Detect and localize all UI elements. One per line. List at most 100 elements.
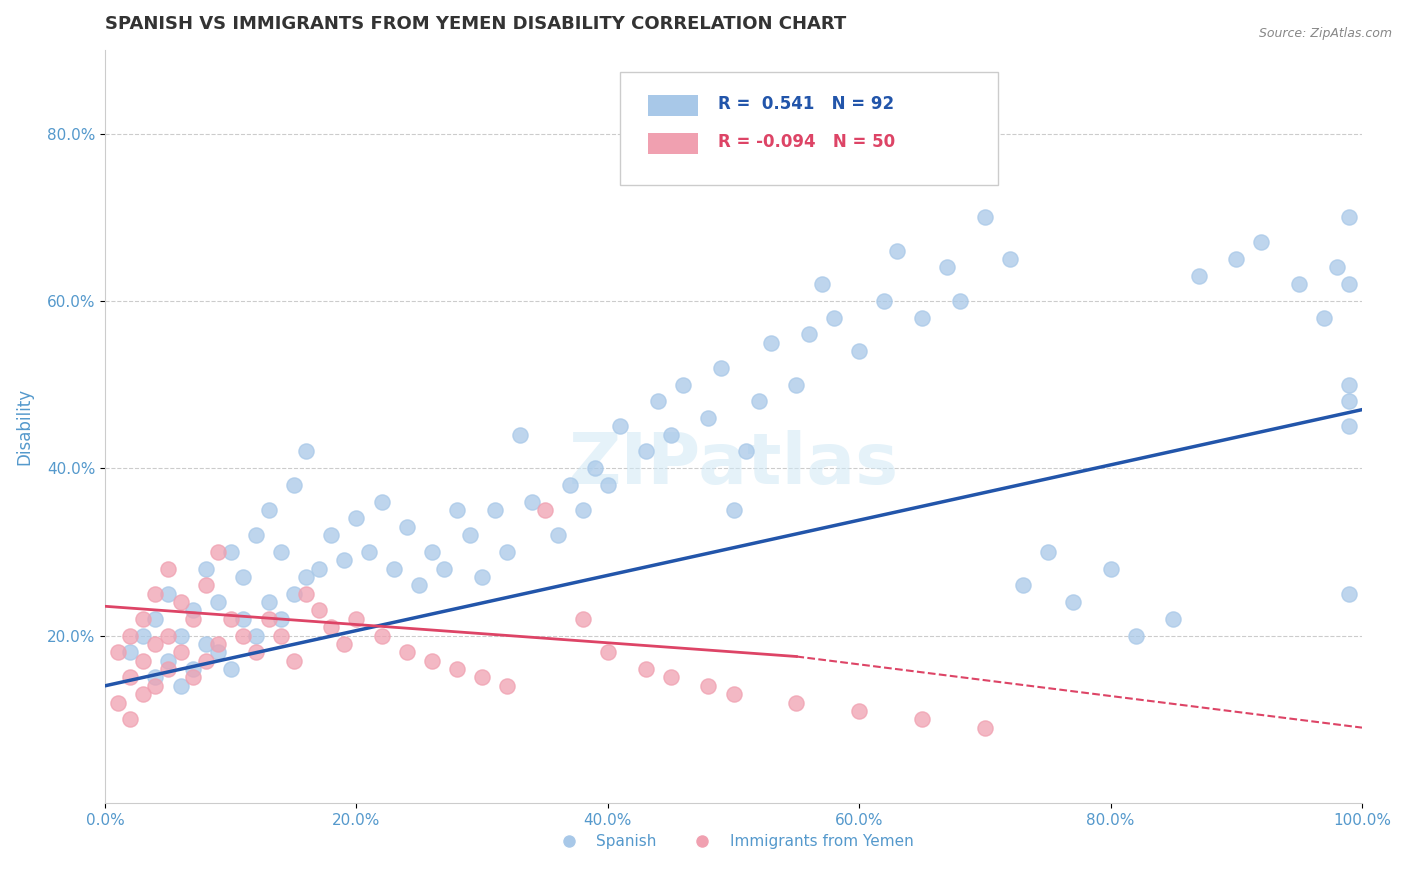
Point [886, 244, 908, 258]
Y-axis label: Disability: Disability [15, 388, 32, 465]
Point [659, 427, 682, 442]
Point [974, 210, 997, 224]
Point [207, 645, 229, 659]
Point [534, 503, 557, 517]
Point [232, 612, 254, 626]
Point [181, 612, 204, 626]
Point [156, 662, 179, 676]
Point [395, 645, 418, 659]
Point [785, 377, 807, 392]
Point [245, 645, 267, 659]
Point [672, 377, 695, 392]
Point [560, 478, 582, 492]
Point [522, 494, 544, 508]
Point [458, 528, 481, 542]
Point [810, 277, 832, 292]
Point [308, 603, 330, 617]
FancyBboxPatch shape [648, 95, 699, 116]
Point [283, 587, 305, 601]
Text: ZIPatlas: ZIPatlas [568, 430, 898, 499]
Point [232, 570, 254, 584]
Point [308, 561, 330, 575]
Point [357, 545, 380, 559]
Point [1339, 277, 1361, 292]
Point [697, 411, 720, 425]
Point [132, 687, 155, 701]
Point [169, 645, 191, 659]
Point [219, 545, 242, 559]
Point [194, 637, 217, 651]
Point [169, 629, 191, 643]
Point [647, 394, 669, 409]
Point [219, 662, 242, 676]
Point [370, 629, 392, 643]
Point [496, 679, 519, 693]
Point [207, 595, 229, 609]
Point [270, 629, 292, 643]
Point [471, 570, 494, 584]
Point [723, 687, 745, 701]
Point [156, 561, 179, 575]
Point [848, 344, 870, 359]
Point [735, 444, 758, 458]
Point [194, 578, 217, 592]
Point [659, 670, 682, 684]
Point [848, 704, 870, 718]
Point [936, 260, 959, 275]
Point [583, 461, 606, 475]
Point [181, 603, 204, 617]
Point [346, 511, 368, 525]
Point [609, 419, 631, 434]
Point [1062, 595, 1084, 609]
Point [245, 629, 267, 643]
Point [1339, 377, 1361, 392]
Point [321, 528, 343, 542]
Point [974, 721, 997, 735]
Point [395, 520, 418, 534]
Point [547, 528, 569, 542]
Point [120, 629, 142, 643]
Point [723, 503, 745, 517]
Point [219, 612, 242, 626]
Text: SPANISH VS IMMIGRANTS FROM YEMEN DISABILITY CORRELATION CHART: SPANISH VS IMMIGRANTS FROM YEMEN DISABIL… [105, 15, 846, 33]
Point [1313, 310, 1336, 325]
Point [1288, 277, 1310, 292]
Point [194, 561, 217, 575]
Point [446, 503, 468, 517]
Point [257, 612, 280, 626]
Point [1250, 235, 1272, 250]
Point [370, 494, 392, 508]
Point [1163, 612, 1185, 626]
Point [257, 503, 280, 517]
Point [408, 578, 430, 592]
Point [823, 310, 845, 325]
FancyBboxPatch shape [648, 133, 699, 153]
Point [132, 629, 155, 643]
Point [571, 503, 593, 517]
Point [1187, 268, 1209, 283]
Point [710, 360, 733, 375]
Point [1339, 210, 1361, 224]
Point [245, 528, 267, 542]
Point [333, 637, 356, 651]
Point [998, 252, 1021, 266]
Point [1339, 587, 1361, 601]
Point [748, 394, 770, 409]
Point [156, 629, 179, 643]
FancyBboxPatch shape [620, 72, 997, 186]
Point [634, 662, 657, 676]
Point [1125, 629, 1147, 643]
Point [1326, 260, 1348, 275]
Point [120, 645, 142, 659]
Point [169, 595, 191, 609]
Point [194, 654, 217, 668]
Point [471, 670, 494, 684]
Point [295, 587, 318, 601]
Point [156, 654, 179, 668]
Text: R =  0.541   N = 92: R = 0.541 N = 92 [718, 95, 894, 113]
Point [257, 595, 280, 609]
Point [433, 561, 456, 575]
Point [295, 570, 318, 584]
Point [181, 662, 204, 676]
Point [333, 553, 356, 567]
